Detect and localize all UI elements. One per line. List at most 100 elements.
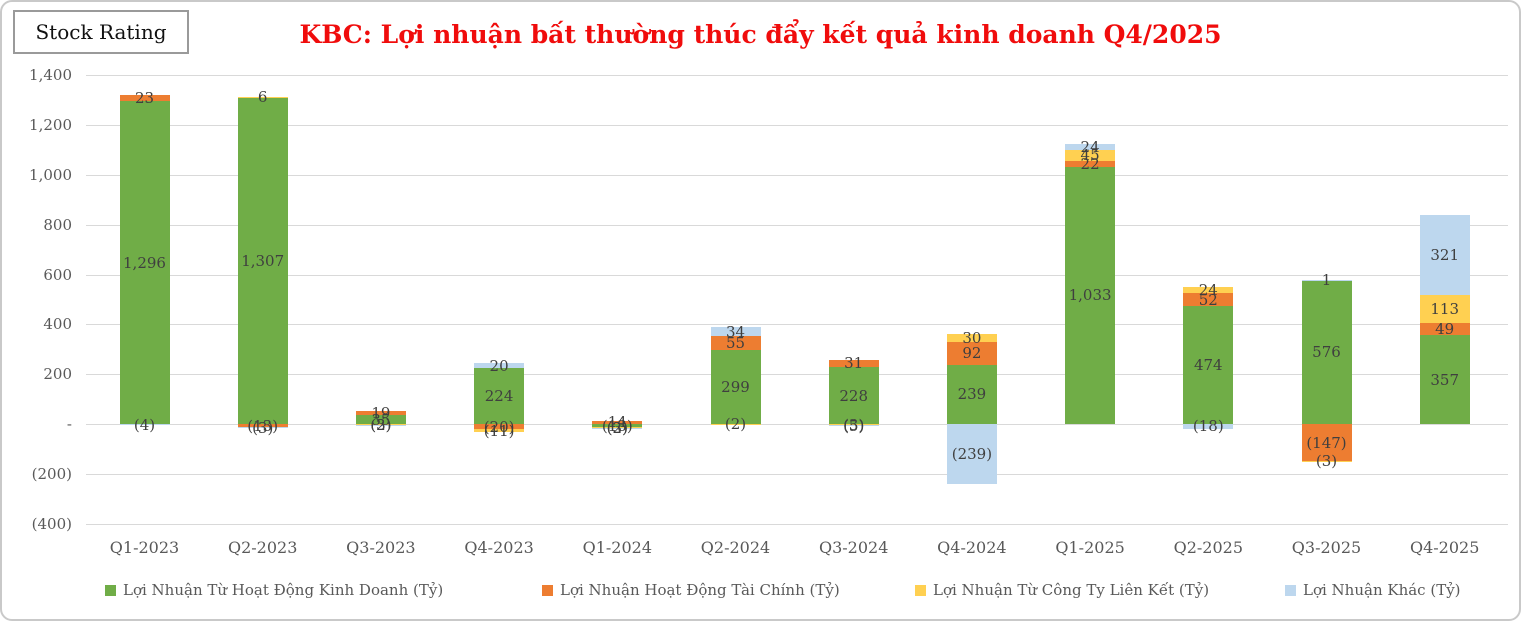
bar-segment [946,364,997,425]
x-axis-label: Q1-2024 [582,538,652,557]
bar-segment [1301,424,1352,461]
gridline [86,474,1508,476]
data-label: 35 [371,410,391,429]
legend-item: Lợi Nhuận Từ Công Ty Liên Kết (Tỷ) [915,581,1209,599]
data-label: 228 [839,386,868,405]
bar-segment [355,424,406,426]
data-label: (3) [370,415,392,434]
bar-segment [828,424,879,426]
data-label: 22 [1080,154,1100,173]
data-label: 357 [1430,370,1459,389]
data-label: 299 [721,377,750,396]
gridline [86,424,1508,426]
bar-segment [237,424,288,428]
data-label: 1 [1321,271,1332,290]
data-label: 24 [1198,281,1218,300]
gridline [86,174,1508,176]
data-label: (3) [606,419,628,438]
y-tick-label: (200) [31,465,72,484]
x-axis-label: Q1-2023 [109,538,180,557]
data-label: 49 [1435,320,1455,339]
bar-segment [828,359,879,368]
y-tick-label: 600 [43,265,72,284]
data-label: (5) [843,416,865,435]
bar-segment [710,327,761,336]
data-label: 6 [257,88,268,107]
data-label: (13) [247,416,279,435]
bar-segment [828,367,879,425]
data-label: (18) [1192,417,1224,436]
x-axis-label: Q1-2025 [1055,538,1125,557]
x-axis-label: Q2-2024 [700,538,771,557]
gridline [86,75,1508,76]
bar-segment [355,410,406,416]
data-label: (3) [252,418,274,437]
y-tick-label: - [66,415,72,434]
data-label: 24 [1080,137,1100,156]
gridline [86,524,1508,525]
data-label: (11) [483,421,515,440]
bar-segment [1301,280,1352,282]
data-label: (147) [1306,433,1347,452]
data-label: (20) [483,417,515,436]
stock-rating-box: Stock Rating [13,10,189,54]
legend-swatch-icon [915,584,926,596]
data-label: 30 [962,328,982,347]
data-label: (239) [951,445,993,464]
gridline [86,274,1508,276]
gridline [86,324,1508,326]
bar-segment [119,100,170,425]
bar-segment [474,363,525,369]
bar-segment [592,420,643,425]
y-tick-label: 200 [43,365,72,384]
bar-segment [1065,149,1116,162]
data-label: (2) [370,416,392,435]
x-axis-label: Q4-2025 [1409,538,1480,557]
y-tick-label: 1,200 [29,115,72,134]
bar-segment [237,427,288,429]
data-label: 239 [957,385,987,404]
bar-segment [119,95,170,101]
bar-segment [355,415,406,425]
bar-segment [355,424,406,426]
y-tick-label: 400 [43,315,72,334]
bar-segment [1065,161,1116,167]
x-axis-label: Q2-2023 [227,538,298,557]
bar-segment [592,424,643,428]
chart-title: KBC: Lợi nhuận bất thường thúc đẩy kết q… [299,20,1222,49]
legend-item: Lợi Nhuận Khác (Tỷ) [1285,581,1461,599]
data-label: 576 [1312,343,1341,362]
data-label: 14 [607,413,627,432]
x-axis-label: Q2-2025 [1173,538,1243,557]
data-label: 113 [1430,299,1459,318]
bar-segment [710,424,761,426]
bar-segment [1183,424,1234,429]
legend-swatch-icon [1285,584,1296,596]
x-axis-label: Q3-2024 [818,538,889,557]
x-axis-label: Q4-2024 [937,538,1007,557]
data-label: (2) [724,415,747,434]
data-label: 224 [484,387,514,406]
bar-segment [946,334,997,342]
bar-segment [1183,305,1234,425]
data-label: (13) [601,416,633,435]
data-label: 1,307 [241,252,285,271]
bar-segment [1183,293,1234,306]
bar-segment [946,341,997,365]
legend-swatch-icon [542,584,553,596]
bar-segment [592,427,643,429]
bar-segment [1419,214,1470,295]
bar-segment [474,424,525,430]
legend-label: Lợi Nhuận Từ Công Ty Liên Kết (Tỷ) [933,581,1210,599]
data-label: (4) [133,415,156,434]
y-tick-label: 800 [43,215,72,234]
bar-segment [1301,460,1352,462]
bar-segment [1419,335,1470,425]
data-label: (2) [606,418,628,437]
data-label: 20 [489,356,509,375]
x-axis-label: Q4-2023 [464,538,534,557]
data-label: 474 [1193,356,1223,375]
data-label: 19 [371,404,391,423]
